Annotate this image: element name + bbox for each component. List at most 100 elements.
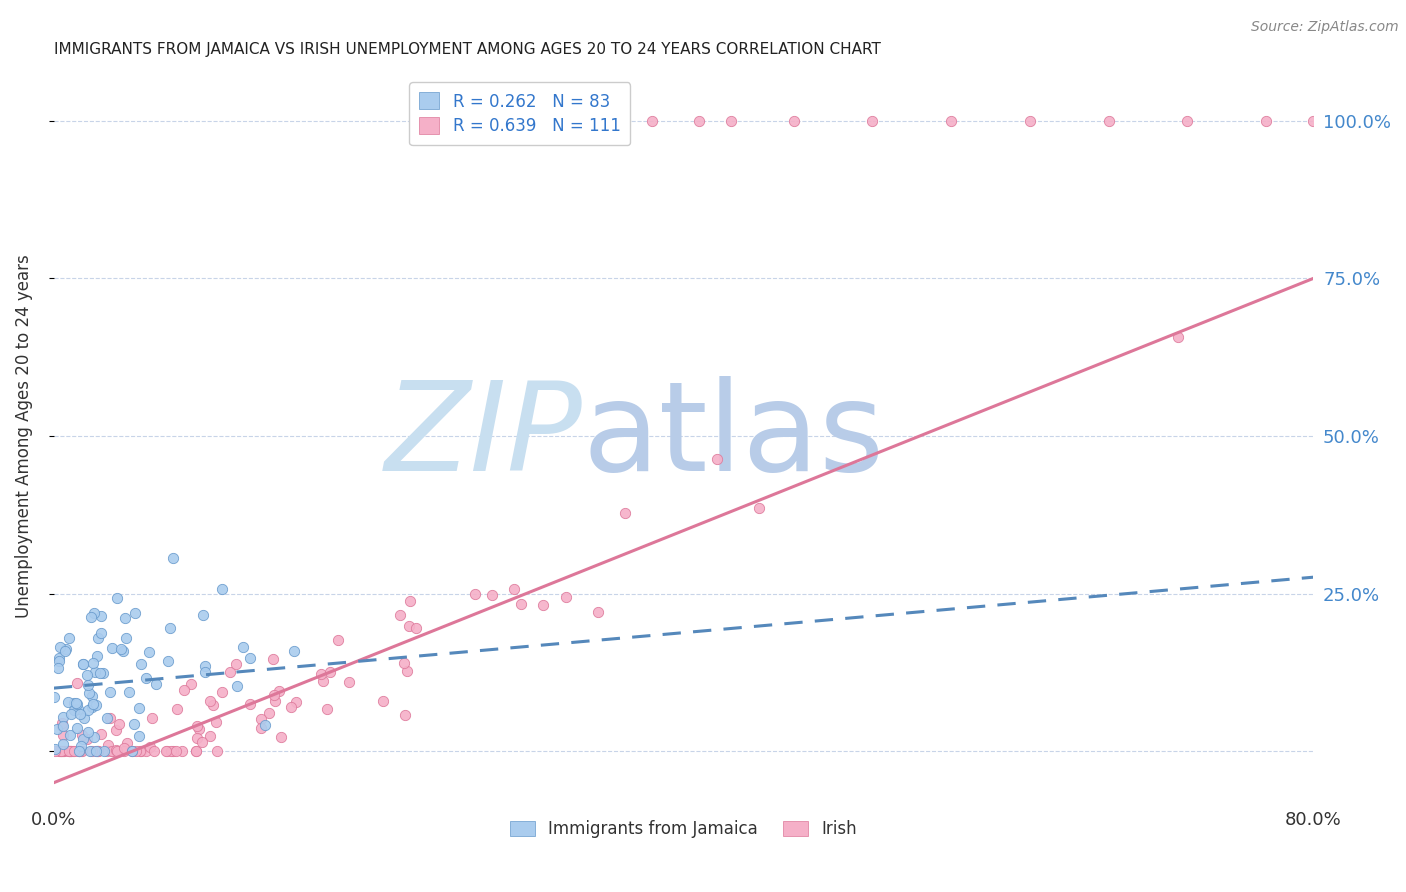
Point bbox=[114, 611, 136, 625]
Point bbox=[52, 719, 75, 733]
Point bbox=[941, 113, 963, 128]
Point bbox=[70, 739, 93, 753]
Point bbox=[531, 598, 554, 612]
Point bbox=[44, 742, 66, 756]
Point bbox=[48, 651, 70, 665]
Point bbox=[72, 657, 94, 672]
Point bbox=[114, 744, 136, 758]
Point bbox=[52, 738, 75, 752]
Point bbox=[76, 725, 98, 739]
Point bbox=[66, 676, 89, 690]
Point bbox=[388, 607, 411, 622]
Point bbox=[232, 640, 254, 654]
Point bbox=[121, 744, 143, 758]
Point bbox=[188, 722, 211, 736]
Point bbox=[100, 640, 122, 655]
Point bbox=[79, 744, 101, 758]
Point bbox=[82, 697, 104, 711]
Point bbox=[309, 666, 332, 681]
Point bbox=[191, 735, 214, 749]
Point bbox=[157, 654, 180, 668]
Point bbox=[1302, 113, 1324, 128]
Text: ZIP: ZIP bbox=[385, 376, 583, 497]
Point bbox=[96, 711, 118, 725]
Point bbox=[67, 744, 90, 758]
Point bbox=[86, 632, 108, 646]
Point bbox=[105, 723, 128, 737]
Point bbox=[89, 626, 111, 640]
Point bbox=[1019, 113, 1042, 128]
Point bbox=[186, 731, 208, 746]
Point bbox=[614, 506, 637, 520]
Point bbox=[586, 605, 609, 619]
Point bbox=[83, 665, 105, 680]
Point bbox=[76, 678, 98, 692]
Y-axis label: Unemployment Among Ages 20 to 24 years: Unemployment Among Ages 20 to 24 years bbox=[15, 254, 32, 618]
Point bbox=[80, 744, 103, 758]
Point bbox=[44, 744, 66, 758]
Point bbox=[166, 702, 188, 716]
Point bbox=[398, 594, 420, 608]
Point bbox=[98, 711, 121, 725]
Point bbox=[748, 500, 770, 515]
Point bbox=[155, 744, 177, 758]
Point bbox=[63, 703, 86, 717]
Point bbox=[1175, 113, 1198, 128]
Point bbox=[82, 656, 104, 670]
Point bbox=[139, 739, 162, 754]
Point bbox=[283, 644, 305, 658]
Point bbox=[198, 729, 221, 743]
Point bbox=[70, 744, 93, 758]
Point bbox=[60, 744, 83, 758]
Point bbox=[253, 718, 276, 732]
Point bbox=[51, 719, 73, 733]
Point bbox=[48, 654, 70, 668]
Point bbox=[51, 716, 73, 731]
Point bbox=[165, 744, 187, 758]
Point bbox=[225, 679, 247, 693]
Point bbox=[87, 744, 110, 758]
Point bbox=[105, 744, 128, 758]
Point bbox=[89, 666, 111, 681]
Point bbox=[1097, 113, 1119, 128]
Point bbox=[59, 706, 82, 721]
Point bbox=[141, 711, 163, 725]
Point bbox=[59, 744, 82, 758]
Point bbox=[555, 590, 578, 604]
Point bbox=[184, 744, 207, 758]
Point bbox=[464, 587, 486, 601]
Point bbox=[83, 730, 105, 744]
Point bbox=[100, 744, 122, 758]
Point bbox=[72, 657, 94, 672]
Text: Source: ZipAtlas.com: Source: ZipAtlas.com bbox=[1251, 20, 1399, 34]
Point bbox=[172, 744, 194, 758]
Point bbox=[52, 710, 75, 724]
Point bbox=[129, 657, 152, 671]
Point bbox=[405, 621, 427, 635]
Point bbox=[211, 685, 233, 699]
Point bbox=[58, 744, 80, 758]
Point bbox=[80, 690, 103, 704]
Point bbox=[285, 694, 308, 708]
Point bbox=[58, 744, 80, 758]
Point bbox=[86, 698, 108, 712]
Point bbox=[115, 631, 138, 645]
Point bbox=[257, 706, 280, 720]
Point bbox=[173, 683, 195, 698]
Point bbox=[105, 742, 128, 756]
Point bbox=[65, 696, 87, 710]
Point bbox=[49, 744, 72, 758]
Point bbox=[76, 668, 98, 682]
Point bbox=[72, 732, 94, 747]
Point bbox=[315, 702, 337, 716]
Point bbox=[129, 744, 152, 758]
Point bbox=[398, 618, 420, 632]
Point bbox=[249, 722, 271, 736]
Point bbox=[66, 702, 89, 716]
Point bbox=[86, 649, 108, 664]
Point bbox=[77, 686, 100, 700]
Point bbox=[250, 712, 273, 726]
Point bbox=[481, 588, 503, 602]
Point bbox=[337, 675, 360, 690]
Point bbox=[641, 113, 664, 128]
